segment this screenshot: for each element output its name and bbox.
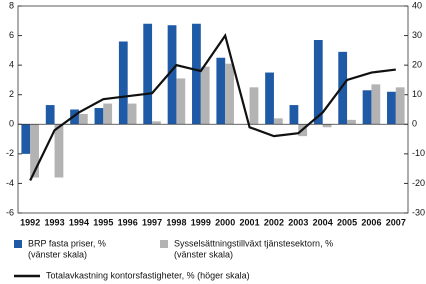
bar (289, 105, 299, 125)
bar (176, 78, 186, 125)
bar (273, 118, 283, 125)
bar (21, 124, 31, 154)
x-tick-label: 1992 (20, 217, 40, 227)
y-tick-label: 0 (9, 119, 14, 129)
legend-swatch (160, 240, 168, 248)
bar (338, 51, 348, 125)
x-tick-label: 2005 (337, 217, 357, 227)
x-tick-label: 2007 (386, 217, 406, 227)
x-tick-label: 1999 (191, 217, 211, 227)
bar (103, 103, 113, 125)
x-tick-label: 2003 (288, 217, 308, 227)
legend-swatch (14, 240, 22, 248)
bar (54, 124, 64, 178)
y2-tick-label: -30 (412, 207, 425, 217)
bar (78, 113, 88, 125)
y-tick-label: 6 (9, 30, 14, 40)
bar (152, 121, 161, 125)
bar (143, 23, 153, 125)
bar (127, 103, 137, 125)
bar (94, 108, 104, 125)
x-tick-label: 1994 (69, 217, 89, 227)
bar (362, 90, 372, 125)
legend-label: Sysselsättningstillväxt tjänstesektorn, … (174, 238, 333, 248)
line (29, 32, 396, 181)
bar (118, 41, 128, 125)
bar (347, 119, 356, 125)
bar (30, 124, 39, 178)
bar (45, 105, 55, 125)
legend-label: Totalavkastning kontorsfastigheter, % (h… (46, 270, 250, 280)
x-tick-label: 2004 (313, 217, 333, 227)
bar (216, 57, 226, 125)
legend-note: (vänster skala) (28, 249, 87, 259)
y2-tick-label: -20 (412, 178, 425, 188)
y2-tick-label: 30 (412, 30, 422, 40)
x-tick-label: 1995 (93, 217, 113, 227)
x-tick-label: 1998 (166, 217, 186, 227)
y2-tick-label: 20 (412, 60, 422, 70)
bar (322, 124, 332, 128)
bar (225, 63, 234, 125)
bar (192, 23, 201, 125)
plot-frame (17, 5, 409, 214)
bar (249, 87, 259, 125)
y-tick-label: -2 (6, 148, 14, 158)
y2-tick-label: -10 (412, 148, 425, 158)
x-tick-label: 1993 (45, 217, 65, 227)
x-tick-label: 2001 (240, 217, 260, 227)
x-tick-label: 1997 (142, 217, 162, 227)
bar (395, 87, 405, 125)
bar (371, 84, 381, 125)
x-tick-label: 2000 (215, 217, 235, 227)
x-tick-label: 1996 (118, 217, 138, 227)
y-tick-label: 4 (9, 60, 14, 70)
bar (313, 40, 323, 125)
legend-note: (vänster skala) (174, 249, 233, 259)
bar (265, 72, 274, 125)
y2-tick-label: 40 (412, 0, 422, 10)
y-tick-label: -4 (6, 178, 14, 188)
legend-label: BRP fasta priser, % (28, 238, 106, 248)
y2-tick-label: 0 (412, 119, 417, 129)
bar (387, 91, 396, 125)
y-tick-label: -6 (6, 207, 14, 217)
y-tick-label: 2 (9, 89, 14, 99)
x-tick-label: 2002 (264, 217, 284, 227)
y2-tick-label: 10 (412, 89, 422, 99)
bar (200, 66, 210, 125)
x-tick-label: 2006 (361, 217, 381, 227)
y-tick-label: 8 (9, 0, 14, 10)
bar (167, 25, 177, 125)
